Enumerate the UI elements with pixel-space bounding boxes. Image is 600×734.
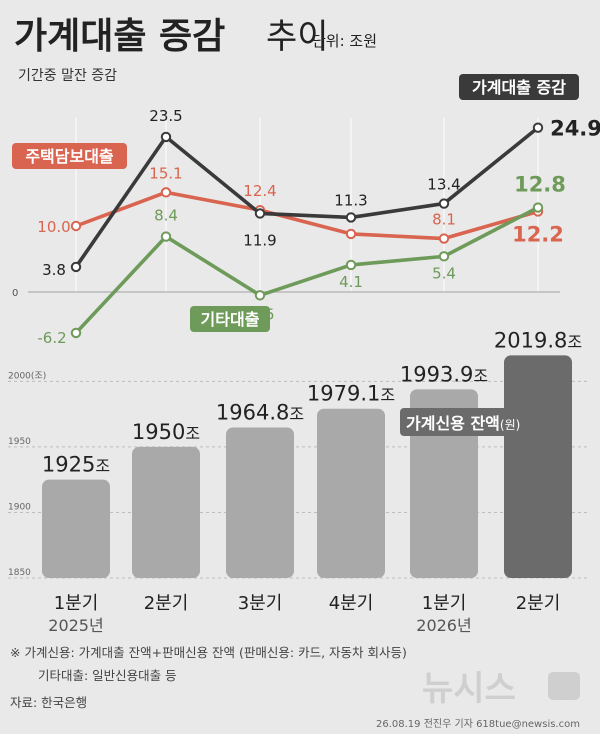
line-chart: 010.015.112.48.112.2-6.28.4-0.54.15.412.… <box>12 74 600 347</box>
series-line <box>74 205 539 335</box>
data-label: 23.5 <box>149 107 182 125</box>
bar <box>132 446 200 578</box>
data-label: 15.1 <box>149 164 182 182</box>
x-year-label: 2025년 <box>48 616 103 635</box>
data-point <box>160 187 172 198</box>
data-point <box>438 233 450 244</box>
bar-legend-label: 가계신용 잔액(원) <box>406 414 520 433</box>
bar-value-label: 1925조 <box>42 453 110 477</box>
legend-box <box>459 74 579 100</box>
data-label: 11.9 <box>243 231 276 249</box>
data-point <box>532 122 544 133</box>
bar-legend-box <box>400 408 558 436</box>
legend-box <box>190 306 270 332</box>
bar <box>410 389 478 578</box>
legend-box <box>12 143 127 169</box>
data-label: 10.0 <box>37 218 70 236</box>
y-tick-label: 1950 <box>8 437 31 447</box>
data-point <box>254 208 266 219</box>
data-point <box>70 220 82 232</box>
data-label: 12.8 <box>514 173 566 197</box>
y-tick-label: 1900 <box>8 502 31 512</box>
newsis-logo: 뉴시스 <box>422 669 516 709</box>
bar <box>226 427 294 578</box>
x-category-label: 2분기 <box>144 593 189 614</box>
bar <box>504 355 572 578</box>
legend-label: 가계대출 증감 <box>472 78 566 97</box>
unit-label: 단위: 조원 <box>312 32 377 50</box>
bar <box>317 408 385 578</box>
newsis-logo-mark <box>548 672 580 700</box>
credit-line: 26.08.19 전진우 기자 618tue@newsis.com <box>376 718 580 730</box>
x-category-label: 2분기 <box>516 593 561 614</box>
page-title-suffix: 추이 <box>266 17 329 57</box>
chart-subtitle: 기간중 말잔 증감 <box>18 68 117 84</box>
data-label: 8.1 <box>432 211 456 229</box>
data-point <box>438 251 450 262</box>
data-label: 13.4 <box>427 176 460 194</box>
x-year-label: 2026년 <box>416 616 471 635</box>
y-tick-label: 2000(조) <box>8 371 46 381</box>
bar-value-label: 2019.8조 <box>494 328 582 352</box>
source-label: 자료: 한국은행 <box>10 695 87 710</box>
bar-value-label: 1964.8조 <box>216 400 304 424</box>
legend-label: 기타대출 <box>201 310 260 329</box>
data-point <box>70 261 82 273</box>
series-line <box>75 190 539 241</box>
note-household-credit: ※ 가계신용: 가계대출 잔액+판매신용 잔액 (판매신용: 카드, 자동차 회… <box>10 645 407 660</box>
y-tick-label: 1850 <box>8 568 31 578</box>
data-label: 24.9 <box>550 117 600 141</box>
note-other-loans: 기타대출: 일반신용대출 등 <box>38 668 177 683</box>
data-label: -6.2 <box>37 329 66 347</box>
data-point <box>70 327 82 339</box>
data-label: 8.4 <box>154 207 178 225</box>
series-line <box>74 126 540 268</box>
bar <box>42 479 110 578</box>
bar-value-label: 1979.1조 <box>307 382 395 406</box>
legend-label: 주택담보대출 <box>25 147 114 166</box>
bar-value-label: 1950조 <box>132 420 200 444</box>
data-point <box>345 212 357 223</box>
data-point <box>438 198 450 209</box>
data-point <box>160 131 172 143</box>
page-title: 가계대출 증감 <box>14 16 225 57</box>
data-point <box>345 228 357 240</box>
x-category-label: 4분기 <box>329 593 374 614</box>
data-label: 3.8 <box>42 261 66 279</box>
x-category-label: 3분기 <box>238 593 283 614</box>
data-point <box>532 202 544 213</box>
data-label: 12.2 <box>512 222 564 246</box>
data-label: 4.1 <box>339 273 363 291</box>
data-label: 5.4 <box>432 264 456 282</box>
zero-tick-label: 0 <box>12 288 18 299</box>
data-label: 11.3 <box>334 191 367 209</box>
x-category-label: 1분기 <box>422 593 467 614</box>
bar-value-label: 1993.9조 <box>400 362 488 386</box>
data-point <box>254 290 266 301</box>
data-label: 12.4 <box>243 182 276 200</box>
bar-chart: 1850 1900 1950 2000(조) 1925조 1950조 1964.8조1979… <box>8 328 588 635</box>
data-point <box>160 231 172 242</box>
x-category-label: 1분기 <box>54 593 99 614</box>
data-point <box>345 259 357 271</box>
